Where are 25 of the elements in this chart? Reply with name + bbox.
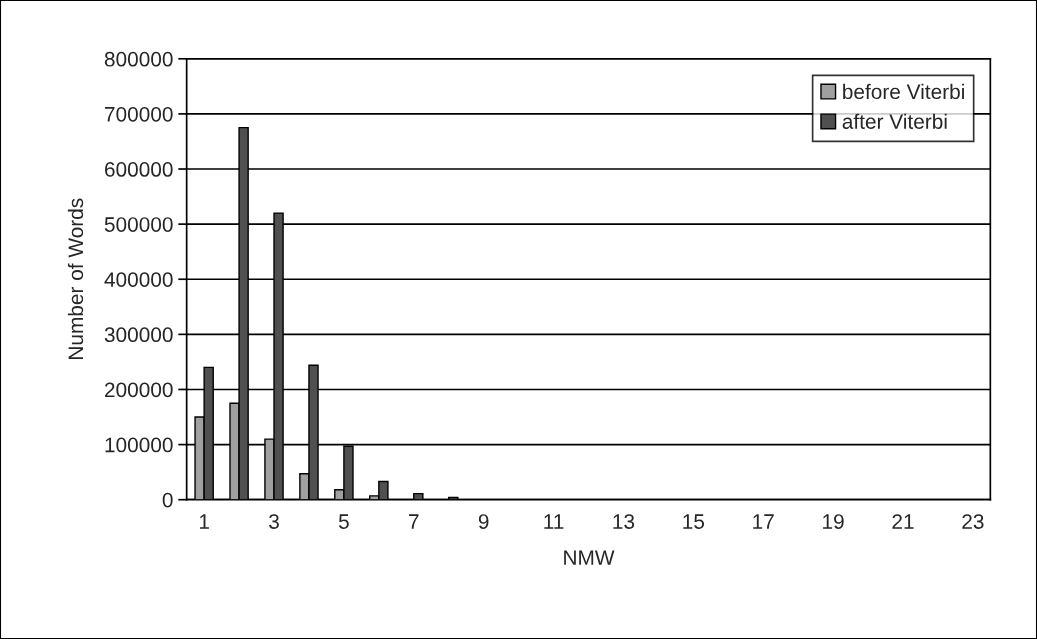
x-tick-label: 9	[478, 514, 489, 529]
y-tick-label: 0	[162, 492, 173, 508]
y-tick-label: 800000	[104, 51, 173, 67]
y-axis-title: Number of Words	[67, 198, 84, 359]
x-tick-label: 7	[409, 514, 419, 529]
y-tick-label: 200000	[105, 382, 173, 398]
x-tick-label: 23	[962, 514, 984, 529]
y-tick-label: 700000	[105, 106, 173, 122]
y-tick-label: 400000	[104, 272, 173, 287]
x-tick-label: 19	[823, 514, 844, 529]
y-tick-label: 300000	[104, 327, 173, 343]
x-tick-label: 5	[338, 514, 349, 529]
x-tick-label: 11	[544, 514, 564, 529]
y-tick-label: 100000	[105, 437, 173, 453]
x-tick-label: 1	[199, 514, 209, 529]
x-tick-label: 15	[683, 514, 705, 529]
x-axis-title: NMW	[564, 550, 615, 565]
legend-label: after Viterbi	[842, 113, 947, 129]
y-tick-label: 500000	[104, 217, 173, 232]
x-tick-label: 3	[269, 514, 279, 529]
x-tick-label: 17	[753, 514, 774, 529]
y-tick-label: 600000	[105, 162, 173, 177]
x-tick-label: 21	[892, 514, 914, 529]
legend-label: before Viterbi	[843, 83, 964, 100]
x-tick-label: 13	[613, 514, 635, 529]
